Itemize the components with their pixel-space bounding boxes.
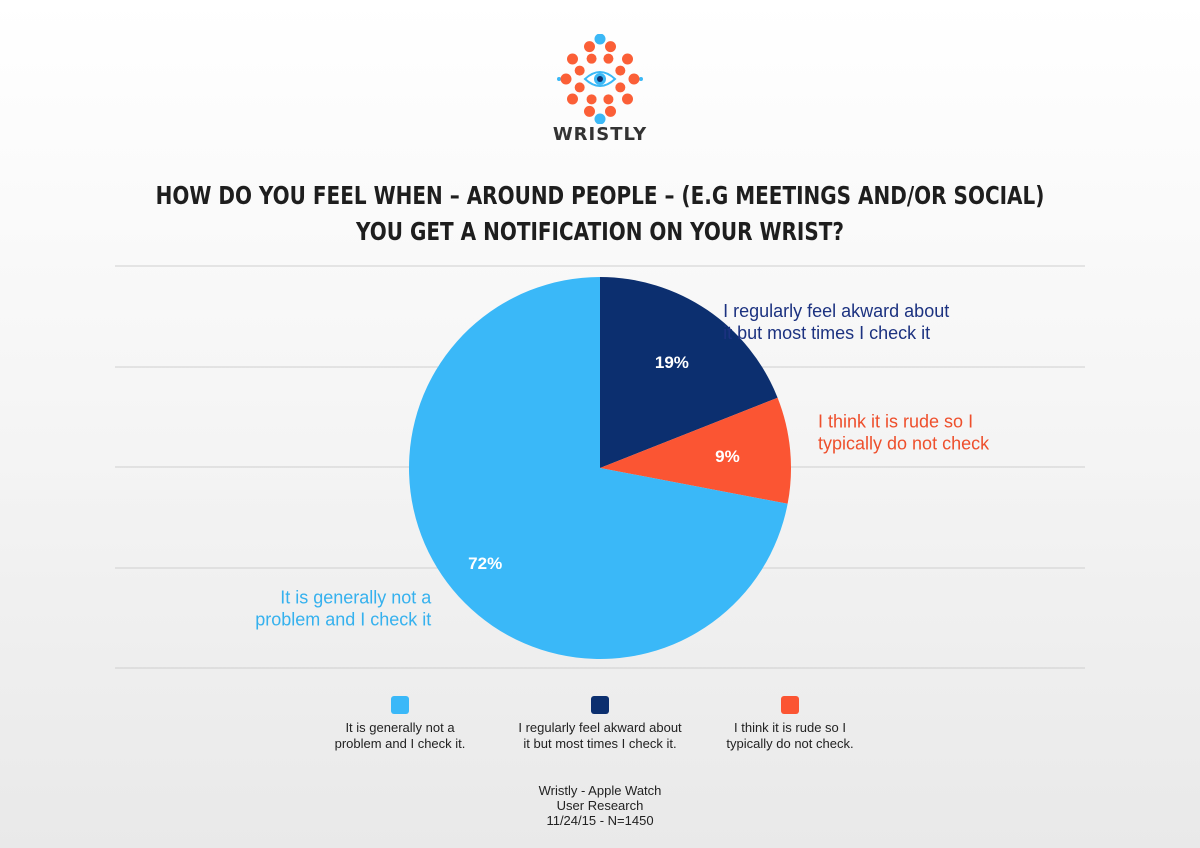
logo-dot	[605, 41, 617, 53]
slice-category-label-line: problem and I check it	[255, 610, 431, 630]
footer-line-1: Wristly - Apple Watch	[538, 783, 662, 798]
chart-title-line-2: YOU GET A NOTIFICATION ON YOUR WRIST?	[355, 217, 845, 246]
eye-dots-logo-icon	[557, 34, 643, 124]
logo-dot	[615, 65, 626, 76]
pie-slice-2	[409, 277, 788, 659]
slice-value-label: 19%	[655, 353, 689, 372]
logo-dot	[605, 105, 617, 117]
logo-dot	[615, 82, 626, 93]
logo-dot	[583, 41, 595, 53]
logo-dot	[574, 82, 585, 93]
footer-credits: Wristly - Apple Watch User Research 11/2…	[0, 783, 1200, 828]
logo-dot	[566, 53, 578, 65]
brand-name: WRISTLY	[552, 124, 648, 145]
slice-category-label-line: it but most times I check it	[723, 323, 930, 343]
pie-slice-1	[600, 397, 792, 504]
legend-label: problem and I check it.	[334, 736, 466, 751]
legend-swatch	[391, 696, 409, 714]
legend-swatch	[591, 696, 609, 714]
legend-label: I regularly feel akward about	[518, 720, 682, 735]
logo-dot	[603, 94, 614, 105]
legend-label: it but most times I check it.	[523, 736, 677, 751]
legend-item: It is generally not a problem and I check…	[300, 696, 500, 752]
slice-value-label: 72%	[468, 554, 502, 573]
slice-category-label-line: typically do not check	[818, 433, 990, 453]
footer-line-3: 11/24/15 - N=1450	[546, 813, 654, 828]
pie-slice-0	[600, 277, 778, 468]
slice-category-label: I regularly feel akward about it but most…	[723, 301, 949, 343]
legend-label: It is generally not a	[345, 720, 455, 735]
logo-dot	[603, 53, 614, 64]
slice-category-label-line: I think it is rude so I	[818, 411, 973, 431]
slice-category-label-line: It is generally not a	[280, 588, 432, 608]
legend-label: I think it is rude so I	[734, 720, 846, 735]
chart-title-line-1: HOW DO YOU FEEL WHEN – AROUND PEOPLE – (…	[155, 181, 1045, 210]
logo-dot	[566, 93, 578, 105]
chart-legend: It is generally not a problem and I check…	[0, 696, 1200, 766]
legend-swatch	[781, 696, 799, 714]
logo-dot	[560, 73, 572, 85]
logo-dot	[583, 105, 595, 117]
footer-line-2: User Research	[556, 798, 644, 813]
logo-dot	[628, 73, 640, 85]
logo-eye-pupil	[597, 76, 603, 82]
pie-slices	[409, 277, 792, 659]
logo-dot	[586, 94, 597, 105]
slice-category-label-line: I regularly feel akward about	[723, 301, 949, 321]
legend-item: I regularly feel akward about it but most…	[500, 696, 700, 752]
logo-dot	[594, 34, 606, 45]
chart-title: HOW DO YOU FEEL WHEN – AROUND PEOPLE – (…	[120, 178, 1080, 250]
slice-category-label: It is generally not a problem and I check…	[255, 588, 432, 630]
logo-dot	[622, 93, 634, 105]
logo-dot	[639, 77, 643, 81]
logo-dot	[557, 77, 561, 81]
pie-labels: 19% I regularly feel akward about it but m…	[255, 301, 990, 630]
logo-dot	[574, 65, 585, 76]
logo-dot	[594, 113, 606, 124]
legend-label: typically do not check.	[726, 736, 854, 751]
logo-dot	[586, 53, 597, 64]
slice-value-label: 9%	[715, 447, 740, 466]
logo-dot	[622, 53, 634, 65]
